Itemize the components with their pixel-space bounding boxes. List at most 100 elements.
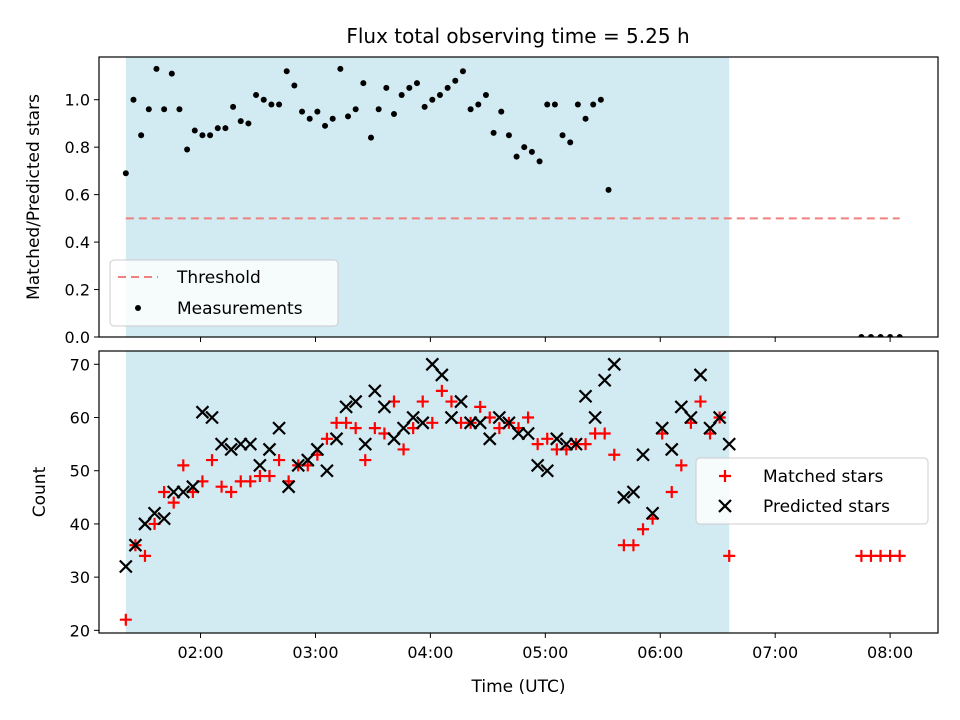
x-tick-label: 08:00 — [867, 643, 913, 662]
data-point — [550, 432, 564, 446]
data-point — [360, 80, 367, 87]
data-point — [224, 442, 238, 457]
data-point — [237, 118, 244, 125]
data-point — [368, 422, 381, 435]
data-point — [482, 432, 497, 446]
data-point — [694, 395, 707, 408]
data-point — [291, 82, 298, 89]
x-tick-label: 05:00 — [522, 643, 568, 662]
data-point — [177, 459, 190, 472]
data-point — [207, 132, 214, 139]
panel-1: 0.0 0.2 0.4 0.6 0.8 1.0 Matched/Predicted star… — [24, 56, 939, 347]
data-point — [511, 426, 526, 441]
data-point — [214, 125, 221, 132]
data-point — [637, 523, 650, 536]
y-tick-label: 20 — [70, 621, 90, 640]
data-point — [598, 427, 611, 440]
data-point — [263, 470, 276, 483]
data-point — [306, 115, 313, 122]
data-point — [429, 96, 436, 103]
data-point — [626, 485, 641, 499]
data-point — [158, 486, 171, 498]
data-point — [522, 411, 535, 424]
legend-box — [109, 259, 339, 327]
legend-matched-label: Matched stars — [763, 467, 883, 487]
data-point — [490, 129, 497, 136]
data-point — [215, 480, 228, 493]
axes-frame — [98, 350, 939, 634]
y-tick-label: 0.8 — [65, 138, 90, 157]
data-point — [877, 334, 884, 337]
data-point — [722, 437, 736, 451]
legend: Matched stars Predicted stars — [695, 457, 929, 525]
data-point — [579, 438, 592, 451]
data-point — [253, 91, 260, 98]
data-point — [214, 437, 229, 451]
legend-box — [695, 457, 929, 525]
data-point — [406, 410, 420, 425]
data-point — [243, 437, 258, 451]
data-point — [521, 426, 535, 441]
data-point — [445, 395, 458, 408]
y-tick-label: 0.0 — [65, 328, 90, 347]
data-point — [597, 373, 612, 388]
data-point — [684, 410, 698, 425]
data-point — [475, 101, 482, 108]
data-point — [693, 368, 708, 382]
y-tick-label: 1.0 — [65, 91, 90, 110]
data-point — [528, 148, 535, 155]
data-point — [436, 91, 443, 98]
data-point — [352, 106, 359, 113]
data-point — [368, 384, 382, 398]
axes-frame — [98, 56, 939, 338]
data-point — [138, 517, 152, 531]
data-point — [314, 108, 321, 115]
data-point — [244, 475, 257, 488]
data-point — [665, 486, 678, 498]
data-point — [396, 421, 411, 435]
y-tick-label: 0.6 — [65, 186, 90, 205]
data-point — [168, 70, 175, 77]
data-point — [191, 127, 198, 134]
data-point — [551, 101, 558, 108]
data-point — [452, 77, 459, 84]
data-point — [339, 400, 353, 414]
data-point — [230, 103, 237, 110]
data-point — [421, 103, 428, 110]
data-point — [157, 511, 171, 526]
data-point — [273, 454, 286, 467]
data-point — [199, 132, 206, 139]
data-point — [206, 454, 219, 467]
data-point — [893, 549, 906, 562]
data-point — [608, 448, 621, 461]
data-point — [578, 389, 593, 404]
data-point — [627, 539, 640, 552]
legend-threshold-label: Threshold — [176, 268, 261, 288]
data-point — [262, 442, 277, 457]
data-point — [435, 384, 448, 397]
data-point — [413, 80, 420, 87]
data-point — [463, 416, 478, 430]
data-point — [530, 458, 545, 473]
data-point — [377, 400, 392, 414]
data-point — [145, 106, 152, 113]
data-point — [390, 110, 397, 117]
data-point — [337, 65, 344, 72]
data-point — [559, 437, 574, 451]
data-point — [544, 101, 551, 108]
data-point — [540, 463, 555, 478]
panel-2: 20 30 40 50 60 70 02:00 03:00 04:00 05:00 06:00 07:… — [30, 350, 939, 697]
data-point — [138, 549, 151, 562]
data-point — [176, 106, 183, 113]
data-point — [359, 454, 372, 467]
data-point — [375, 106, 382, 113]
data-point — [636, 447, 650, 462]
data-point — [147, 506, 162, 521]
data-point — [498, 108, 505, 115]
y-tick-label: 50 — [70, 462, 90, 481]
data-point — [887, 334, 894, 337]
data-point — [186, 479, 200, 494]
data-point — [664, 442, 679, 457]
data-point — [505, 132, 512, 139]
series-measurements — [122, 65, 903, 337]
